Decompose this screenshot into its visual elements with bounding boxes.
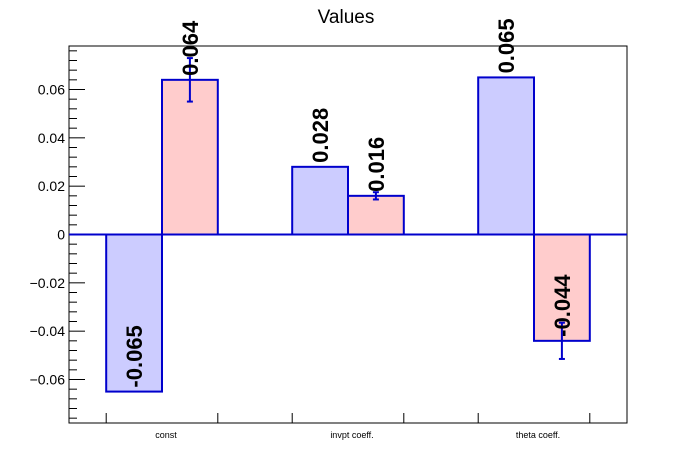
y-tick-label: 0.06 xyxy=(38,82,65,98)
data-label: 0.064 xyxy=(178,20,203,76)
y-tick-label: −0.02 xyxy=(30,275,66,291)
bars xyxy=(105,76,591,393)
data-label: 0.028 xyxy=(308,108,333,163)
data-label: -0.065 xyxy=(122,325,147,387)
y-axis: −0.06 −0.04 −0.02 0 0.02 0.04 0.06 xyxy=(30,50,85,419)
x-category-label: const xyxy=(155,430,177,440)
data-labels: -0.065 0.028 0.065 0.064 0.016 -0.044 xyxy=(122,18,575,387)
x-category-label: invpt coeff. xyxy=(330,430,373,440)
bar xyxy=(477,76,536,236)
data-label: 0.016 xyxy=(364,137,389,192)
bar xyxy=(347,194,405,236)
y-tick-label: −0.04 xyxy=(30,323,66,339)
bar xyxy=(105,233,163,393)
y-tick-label: 0.04 xyxy=(38,130,65,146)
bar xyxy=(291,165,350,236)
x-category-label: theta coeff. xyxy=(516,430,560,440)
chart-title: Values xyxy=(318,7,375,28)
data-label: 0.065 xyxy=(494,18,519,73)
x-axis: const invpt coeff. theta coeff. xyxy=(105,413,591,440)
y-tick-label: −0.06 xyxy=(30,372,66,388)
bar xyxy=(161,78,219,236)
y-tick-label: 0.02 xyxy=(38,178,65,194)
y-tick-label: 0 xyxy=(57,227,65,243)
error-bars xyxy=(186,57,565,360)
data-label: -0.044 xyxy=(550,274,575,337)
